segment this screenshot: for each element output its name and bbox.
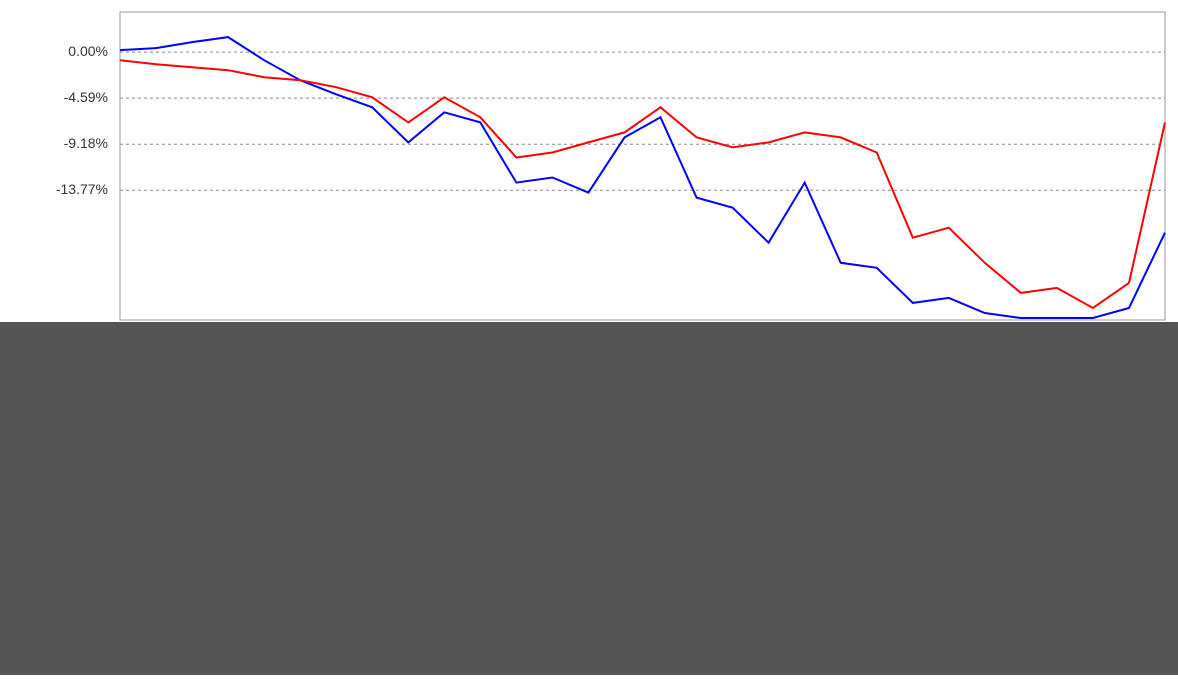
y-tick-label: 0.00% <box>68 43 108 59</box>
y-tick-label: -13.77% <box>56 181 108 197</box>
plot-frame <box>120 12 1165 320</box>
chart: 0.00% -4.59% -9.18% -13.77% <box>0 0 1178 675</box>
y-tick-label: -9.18% <box>64 135 108 151</box>
series-line <box>120 60 1165 308</box>
y-tick-label: -4.59% <box>64 89 108 105</box>
lower-panel <box>0 322 1178 675</box>
